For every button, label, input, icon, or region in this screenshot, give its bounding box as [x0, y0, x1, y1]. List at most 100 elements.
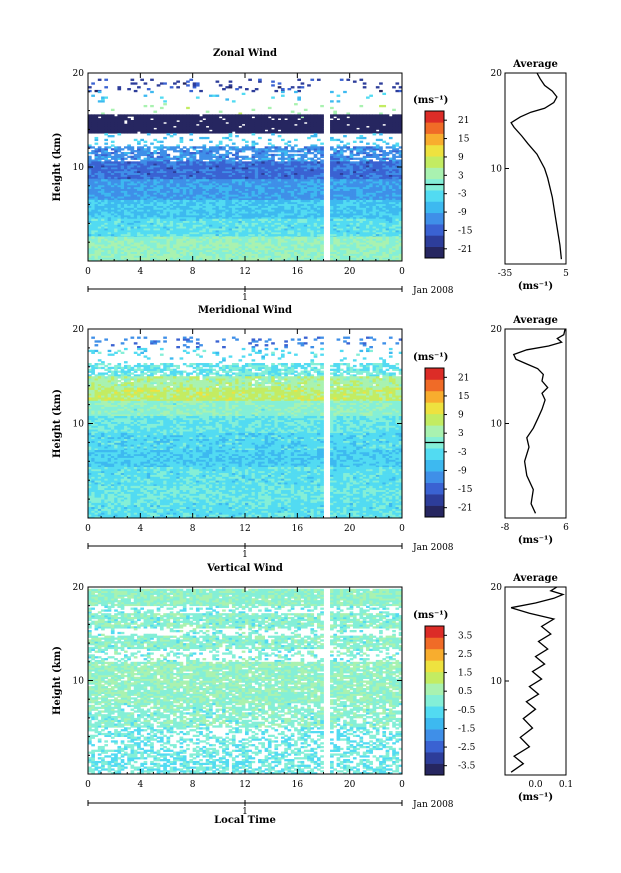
- heatmap-cell: [392, 192, 396, 195]
- heatmap-cell: [166, 120, 171, 123]
- heatmap-cell: [398, 89, 403, 93]
- heatmap-cell: [382, 157, 387, 160]
- heatmap-cell: [238, 127, 243, 130]
- heatmap-cell: [123, 186, 128, 190]
- heatmap-cell: [352, 199, 357, 203]
- heatmap-cell: [333, 213, 337, 216]
- heatmap-cell: [114, 209, 118, 212]
- heatmap-cell: [362, 176, 367, 179]
- heatmap-cell: [189, 209, 194, 212]
- heatmap-cell: [153, 129, 158, 132]
- heatmap-cell: [372, 151, 377, 155]
- heatmap-cell: [320, 186, 324, 190]
- heatmap-cell: [280, 155, 285, 158]
- heatmap-cell: [346, 198, 351, 201]
- heatmap-cell: [287, 203, 292, 206]
- heatmap-cell: [316, 199, 321, 203]
- heatmap-cell: [192, 181, 197, 184]
- heatmap-cell: [261, 192, 266, 195]
- heatmap-cell: [137, 184, 141, 188]
- heatmap-cell: [264, 188, 269, 191]
- heatmap-cell: [88, 155, 92, 158]
- heatmap-cell: [110, 151, 115, 155]
- heatmap-cell: [163, 207, 167, 210]
- heatmap-cell: [235, 157, 239, 160]
- heatmap-cell: [140, 198, 144, 201]
- heatmap-cell: [107, 170, 112, 174]
- heatmap-cell: [107, 192, 112, 195]
- heatmap-cell: [248, 146, 252, 149]
- heatmap-cell: [143, 165, 148, 168]
- heatmap-cell: [231, 165, 236, 168]
- heatmap-cell: [372, 209, 377, 212]
- heatmap-cell: [182, 129, 187, 132]
- heatmap-cell: [297, 196, 301, 199]
- heatmap-cell: [251, 170, 256, 174]
- heatmap-cell: [267, 229, 272, 233]
- heatmap-cell: [316, 120, 321, 123]
- heatmap-cell: [310, 148, 315, 151]
- heatmap-cell: [140, 176, 144, 179]
- heatmap-cell: [104, 181, 109, 184]
- heatmap-cell: [120, 148, 125, 151]
- heatmap-cell: [271, 186, 275, 190]
- heatmap-cell: [104, 121, 109, 125]
- heatmap-cell: [218, 231, 223, 235]
- heatmap-cell: [156, 214, 161, 218]
- heatmap-cell: [372, 184, 377, 188]
- heatmap-cell: [352, 168, 357, 172]
- heatmap-cell: [254, 199, 259, 203]
- heatmap-cell: [199, 205, 203, 208]
- heatmap-cell: [307, 176, 311, 179]
- heatmap-cell: [176, 80, 180, 83]
- heatmap-cell: [114, 151, 118, 155]
- heatmap-cell: [140, 229, 144, 233]
- heatmap-cell: [182, 131, 187, 134]
- heatmap-cell: [346, 127, 351, 130]
- heatmap-cell: [274, 118, 279, 121]
- heatmap-cell: [88, 176, 92, 179]
- heatmap-cell: [140, 170, 144, 174]
- heatmap-cell: [310, 118, 315, 121]
- heatmap-cell: [169, 186, 174, 190]
- heatmap-cell: [258, 186, 262, 190]
- heatmap-cell: [372, 161, 377, 164]
- heatmap-cell: [356, 196, 360, 199]
- heatmap-cell: [110, 161, 115, 164]
- heatmap-cell: [209, 148, 213, 151]
- heatmap-cell: [392, 231, 396, 235]
- heatmap-cell: [375, 155, 380, 158]
- heatmap-cell: [330, 198, 334, 201]
- heatmap-cell: [163, 165, 167, 168]
- heatmap-cell: [366, 188, 370, 191]
- heatmap-cell: [264, 192, 269, 195]
- heatmap-cell: [261, 190, 266, 193]
- heatmap-cell: [182, 211, 187, 214]
- heatmap-cell: [313, 186, 318, 190]
- heatmap-cell: [94, 174, 99, 177]
- heatmap-cell: [313, 233, 318, 237]
- heatmap-cell: [297, 114, 301, 117]
- heatmap-cell: [150, 116, 154, 119]
- heatmap-cell: [88, 209, 92, 212]
- heatmap-cell: [290, 150, 295, 153]
- heatmap-cell: [310, 159, 315, 162]
- heatmap-cell: [359, 196, 364, 199]
- heatmap-cell: [133, 203, 138, 206]
- heatmap-cell: [385, 214, 390, 218]
- heatmap-cell: [159, 131, 164, 134]
- heatmap-cell: [297, 231, 301, 235]
- heatmap-cell: [316, 118, 321, 121]
- heatmap-cell: [267, 231, 272, 235]
- heatmap-cell: [254, 172, 259, 175]
- heatmap-cell: [356, 184, 360, 188]
- heatmap-cell: [133, 157, 138, 160]
- heatmap-cell: [359, 116, 364, 119]
- heatmap-cell: [333, 168, 337, 172]
- heatmap-cell: [339, 194, 344, 197]
- heatmap-cell: [359, 146, 364, 149]
- heatmap-cell: [294, 116, 298, 119]
- heatmap-cell: [254, 131, 259, 134]
- heatmap-cell: [277, 167, 282, 170]
- heatmap-cell: [97, 100, 102, 103]
